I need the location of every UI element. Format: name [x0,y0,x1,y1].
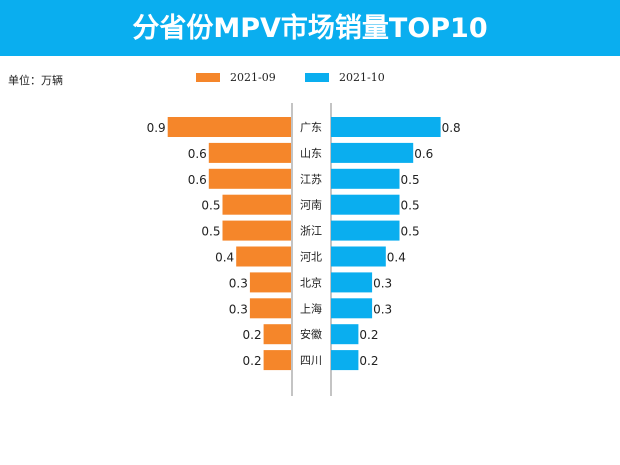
bar-2021-09 [208,142,291,163]
bar-2021-10 [331,117,441,137]
data-label: 0.9 [147,121,166,135]
category-label: 山东 [300,147,322,160]
chart-title: 分省份MPV市场销量TOP10 [0,0,620,56]
data-label: 0.3 [373,276,392,290]
unit-label: 单位：万辆 [8,74,63,87]
category-label: 安徽 [300,327,322,341]
legend-item-2021-10: 2021-10 [305,71,385,84]
data-label: 0.6 [414,147,433,161]
legend-label: 2021-09 [230,71,276,84]
data-label: 0.5 [201,199,220,213]
category-label: 四川 [300,354,322,367]
bar-2021-09 [249,272,291,293]
bar-2021-10 [331,168,400,189]
data-label: 0.2 [243,354,262,368]
category-label: 北京 [300,275,322,289]
bar-2021-10 [331,220,400,241]
legend-swatch [305,73,329,82]
bar-2021-10 [331,142,414,163]
bar-2021-09 [222,220,291,241]
bar-2021-09 [236,246,291,267]
bar-2021-10 [331,350,359,371]
category-label: 江苏 [300,173,322,186]
bar-2021-10 [331,298,373,319]
bar-2021-09 [249,298,291,319]
category-label: 河北 [300,251,322,264]
data-label: 0.5 [401,199,420,213]
data-label: 0.3 [229,276,248,290]
data-label: 0.4 [387,251,406,265]
bar-2021-09 [167,117,291,137]
data-label: 0.6 [188,173,207,187]
data-label: 0.5 [401,225,420,239]
bar-2021-09 [263,350,291,371]
data-label: 0.3 [373,302,392,316]
bar-2021-10 [331,272,373,293]
data-label: 0.6 [188,147,207,161]
bar-2021-09 [222,194,291,215]
data-label: 0.2 [359,328,378,342]
bar-2021-10 [331,194,400,215]
category-label: 河南 [300,199,322,212]
bar-2021-10 [331,246,386,267]
category-label: 浙江 [300,225,322,238]
legend-swatch [196,73,220,82]
bar-2021-10 [331,324,359,345]
data-label: 0.4 [215,251,234,265]
data-label: 0.5 [401,173,420,187]
category-label: 上海 [300,301,322,315]
data-label: 0.5 [201,225,220,239]
data-label: 0.8 [442,121,461,135]
category-label: 广东 [300,121,322,134]
legend-item-2021-09: 2021-09 [196,71,276,84]
data-label: 0.2 [243,328,262,342]
data-label: 0.2 [359,354,378,368]
bar-2021-09 [263,324,291,345]
data-label: 0.3 [229,302,248,316]
bar-2021-09 [208,168,291,189]
legend-label: 2021-10 [339,71,385,84]
